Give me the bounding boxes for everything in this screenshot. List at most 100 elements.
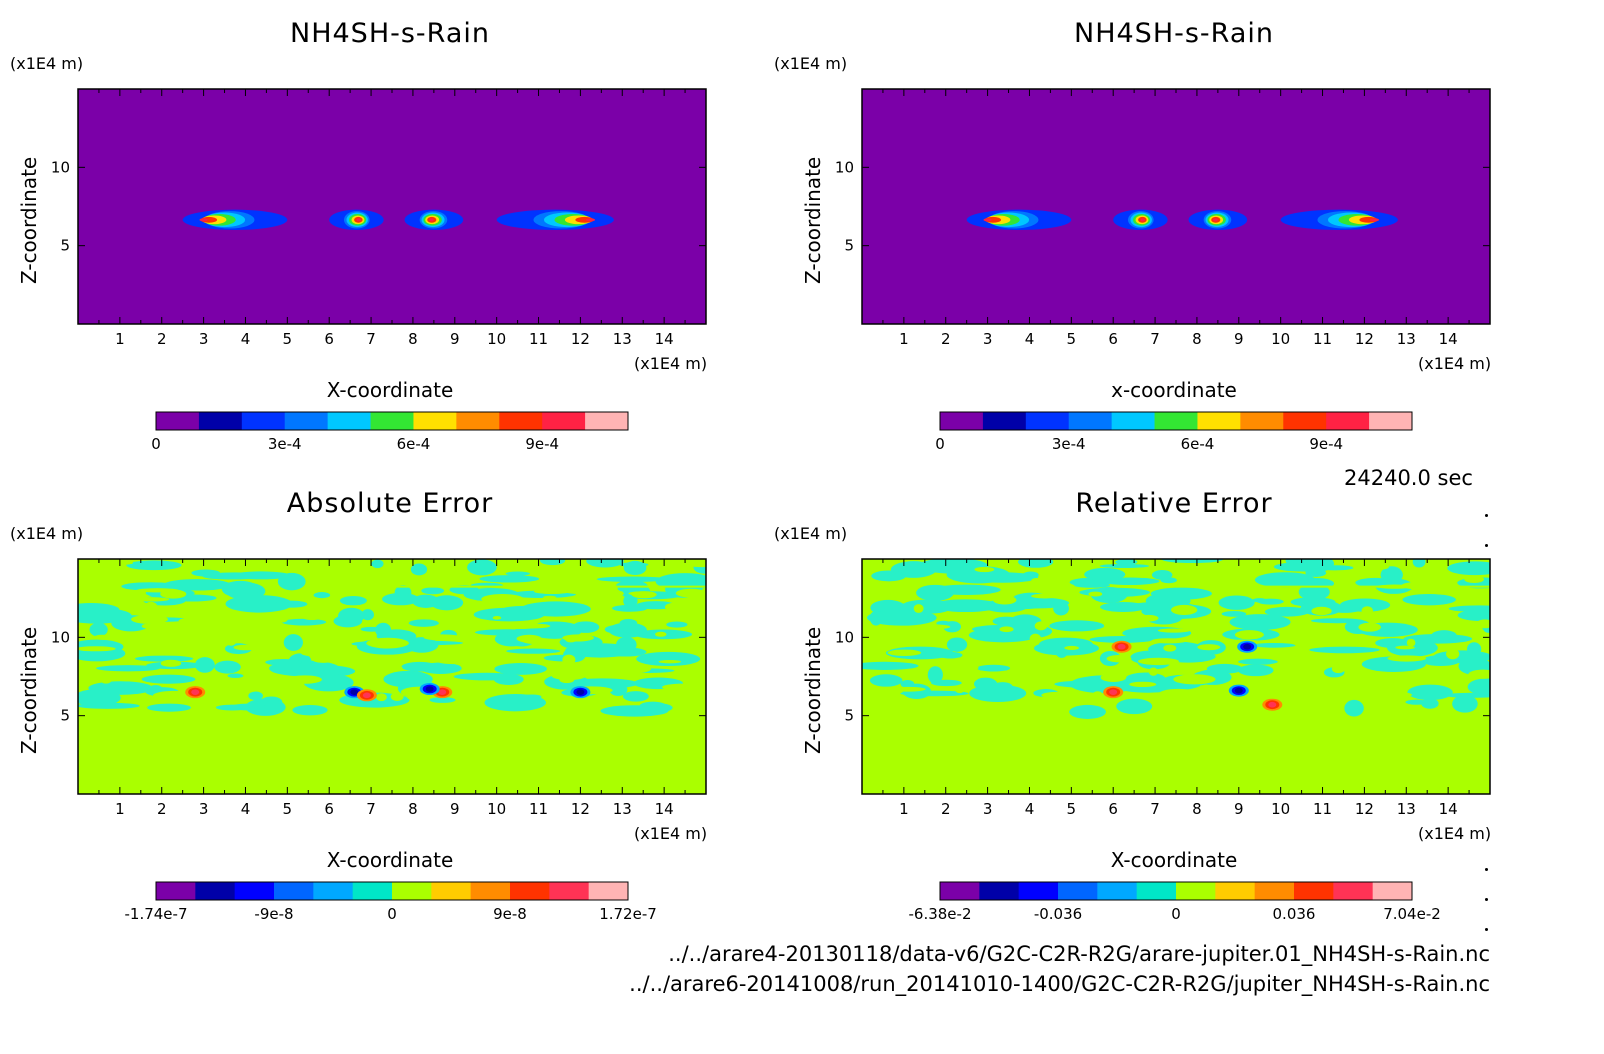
error-patch <box>505 571 530 576</box>
x-tick-label: 5 <box>283 330 293 348</box>
colorbar-swatch <box>1283 412 1327 430</box>
error-patch <box>983 599 1029 613</box>
x-tick-label: 6 <box>324 800 334 818</box>
x-tick-label: 14 <box>1439 330 1458 348</box>
y-unit-label: (x1E4 m) <box>10 54 84 73</box>
error-patch-gap <box>1163 644 1177 652</box>
error-patch <box>937 651 963 659</box>
error-patch-gap <box>1106 655 1132 663</box>
x-tick-label: 9 <box>1234 800 1244 818</box>
colorbar-swatch <box>392 882 432 900</box>
error-patch <box>1074 583 1111 588</box>
error-patch <box>479 575 540 583</box>
x-axis-label: x-coordinate <box>1111 378 1237 402</box>
error-patch-gap <box>908 579 924 584</box>
error-patch <box>1264 606 1310 617</box>
error-patch-gap <box>311 653 336 663</box>
error-patch-gap <box>225 636 237 646</box>
x-tick-label: 12 <box>571 330 590 348</box>
colorbar-swatch <box>585 412 629 430</box>
error-patch-gap <box>375 693 387 702</box>
error-patch-gap <box>429 651 470 658</box>
x-unit-label: (x1E4 m) <box>1418 354 1492 373</box>
colorbar-swatch <box>195 882 236 900</box>
colorbar-tick-label: 0 <box>387 905 397 923</box>
x-tick-label: 14 <box>1439 800 1458 818</box>
error-patch <box>230 571 291 580</box>
error-patch <box>475 629 539 636</box>
error-patch-gap <box>999 626 1014 633</box>
x-tick-label: 8 <box>408 800 418 818</box>
error-patch-gap <box>1088 591 1103 597</box>
error-patch <box>1084 567 1126 581</box>
error-patch-gap <box>1278 667 1317 672</box>
error-patch-gap <box>955 686 965 694</box>
error-patch <box>931 599 1001 613</box>
error-patch-gap <box>1041 691 1076 699</box>
error-patch <box>338 607 365 625</box>
error-patch-gap <box>1031 593 1059 599</box>
error-patch-gap <box>1031 578 1043 583</box>
error-patch-gap <box>516 634 542 643</box>
error-patch-gap <box>99 674 113 684</box>
error-patch-gap <box>565 636 577 643</box>
error-patch-gap <box>119 560 134 565</box>
error-patch <box>1054 642 1069 658</box>
error-patch <box>1079 587 1150 597</box>
error-patch <box>1054 680 1119 688</box>
colorbar-tick-label: 6e-4 <box>1181 435 1215 453</box>
colorbar-swatch <box>327 412 372 430</box>
error-patch-gap <box>492 615 502 620</box>
x-tick-label: 3 <box>983 330 993 348</box>
error-patch <box>900 679 915 688</box>
error-patch <box>586 559 624 568</box>
error-patch <box>1467 678 1490 696</box>
colorbar-swatch <box>940 412 984 430</box>
x-tick-label: 7 <box>1150 800 1160 818</box>
contour-blob-0 <box>984 216 1002 223</box>
error-patch <box>1049 620 1105 632</box>
marker-dot <box>1485 544 1488 547</box>
error-patch <box>1293 559 1335 573</box>
colorbar-swatch <box>234 882 275 900</box>
y-tick-label: 5 <box>60 707 70 725</box>
x-tick-label: 7 <box>1150 330 1160 348</box>
colorbar: 0 3e-4 6e-4 9e-4 <box>935 411 1413 453</box>
error-patch-gap <box>655 631 667 637</box>
error-patch-gap <box>444 614 462 623</box>
x-tick-label: 13 <box>1397 800 1416 818</box>
colorbar-swatch <box>510 882 550 900</box>
colorbar-tick-label: 1.72e-7 <box>599 905 657 923</box>
contour-blob-3 <box>1369 218 1380 222</box>
colorbar-swatch <box>1068 412 1113 430</box>
error-patch-gap <box>1372 691 1412 699</box>
colorbar-swatch <box>1254 882 1295 900</box>
error-patch-gap <box>1340 659 1359 669</box>
error-patch <box>134 655 194 662</box>
contour-blob-0 <box>983 218 992 222</box>
x-tick-label: 1 <box>899 800 909 818</box>
error-patch <box>1448 605 1490 613</box>
error-patch <box>969 684 1027 703</box>
error-patch <box>572 621 600 633</box>
error-patch <box>866 609 937 626</box>
error-patch <box>1145 611 1183 625</box>
x-axis-label: X-coordinate <box>326 378 454 402</box>
y-tick-label: 10 <box>51 628 70 646</box>
error-patch <box>494 663 547 675</box>
colorbar-swatch <box>1333 882 1374 900</box>
colorbar-swatch <box>1025 412 1070 430</box>
error-band <box>392 585 706 588</box>
error-patch <box>616 636 637 653</box>
x-axis-label: X-coordinate <box>326 848 454 872</box>
y-tick-label: 5 <box>844 237 854 255</box>
error-patch <box>1218 595 1255 610</box>
x-tick-label: 5 <box>1067 800 1077 818</box>
colorbar-swatch <box>370 412 414 430</box>
error-patch <box>339 595 367 606</box>
error-patch <box>147 703 192 712</box>
